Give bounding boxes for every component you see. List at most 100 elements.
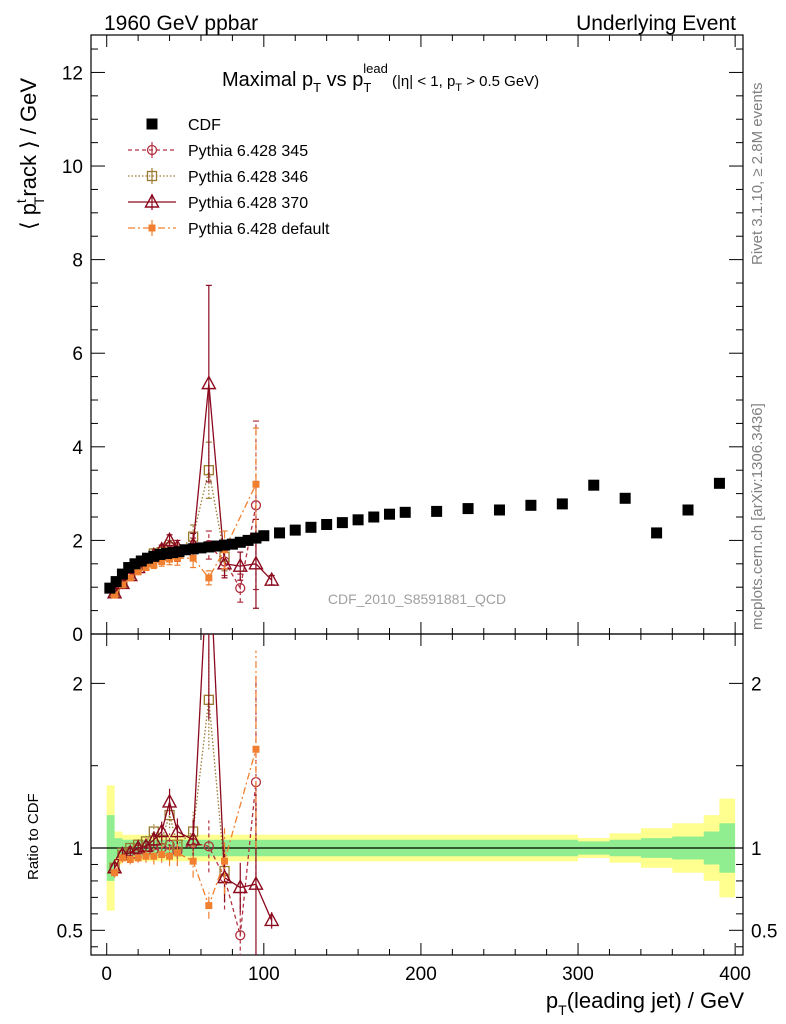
data-point bbox=[462, 503, 474, 515]
data-point bbox=[166, 555, 174, 563]
y-tick-label: 0 bbox=[72, 625, 83, 646]
ratio-panel: 0 100 200 300 400 0.5 0.5 1 1 2 2 bbox=[57, 633, 777, 985]
data-point bbox=[195, 542, 207, 554]
data-point bbox=[179, 544, 191, 556]
title-sup-lead: lead bbox=[363, 61, 388, 76]
y-axis-label-ratio: Ratio to CDF bbox=[25, 793, 42, 880]
data-point bbox=[232, 557, 248, 572]
data-point bbox=[682, 504, 694, 516]
data-point bbox=[158, 851, 166, 859]
data-point bbox=[154, 823, 170, 838]
ratio-series-line bbox=[113, 749, 257, 908]
y-tick-label: 2 bbox=[72, 531, 83, 552]
data-point bbox=[111, 591, 119, 599]
data-point bbox=[289, 524, 301, 536]
data-point bbox=[252, 745, 260, 753]
data-point bbox=[142, 852, 150, 860]
x-tick-label: 400 bbox=[719, 964, 751, 985]
title-main: Maximal p bbox=[222, 69, 313, 91]
data-point bbox=[104, 582, 116, 594]
data-point bbox=[126, 856, 134, 864]
main-panel: 0 2 4 6 8 10 12 bbox=[62, 34, 744, 646]
data-point bbox=[142, 564, 150, 572]
data-point bbox=[116, 568, 128, 580]
ratio-y-tick-label-right: 0.5 bbox=[751, 921, 777, 942]
data-point bbox=[713, 477, 725, 489]
data-point bbox=[588, 479, 600, 491]
data-point bbox=[232, 879, 248, 894]
ylabel-post: rack ⟩ / GeV bbox=[16, 78, 41, 197]
legend-label: CDF bbox=[188, 117, 221, 134]
xlabel-pre: p bbox=[546, 988, 558, 1013]
data-point bbox=[146, 170, 158, 182]
ratio-y-tick-label-right: 2 bbox=[751, 674, 762, 695]
data-point bbox=[226, 538, 238, 550]
data-point bbox=[201, 375, 217, 390]
ratio-y-tick-label: 1 bbox=[72, 839, 83, 860]
data-point bbox=[219, 539, 231, 551]
data-point bbox=[150, 561, 158, 569]
data-point bbox=[173, 849, 181, 857]
data-point bbox=[158, 557, 166, 565]
y-axis-label-main: ⟨ pt Track ⟩ / GeV bbox=[13, 78, 47, 230]
data-point bbox=[146, 831, 162, 846]
data-point bbox=[242, 534, 254, 546]
ratio-points bbox=[106, 634, 280, 955]
data-point bbox=[234, 536, 246, 548]
data-point bbox=[336, 517, 348, 529]
data-point bbox=[321, 518, 333, 530]
data-point bbox=[160, 548, 172, 560]
data-point bbox=[211, 540, 223, 552]
data-point bbox=[235, 582, 246, 594]
data-point bbox=[651, 527, 663, 539]
data-point bbox=[189, 857, 197, 865]
title-cuts-sub: T bbox=[455, 82, 462, 94]
title-cuts-a: (|η| < 1, p bbox=[388, 73, 455, 90]
data-point bbox=[126, 574, 134, 582]
rivet-label: Rivet 3.1.10, ≥ 2.8M events bbox=[749, 83, 766, 266]
data-point bbox=[173, 554, 181, 562]
data-point bbox=[111, 869, 119, 877]
data-point bbox=[118, 581, 126, 589]
data-point bbox=[134, 854, 142, 862]
data-point bbox=[248, 555, 264, 570]
data-point bbox=[252, 480, 260, 488]
data-point bbox=[399, 506, 411, 518]
data-point bbox=[144, 193, 160, 208]
y-tick-label: 8 bbox=[72, 251, 83, 272]
data-point bbox=[135, 555, 147, 567]
mcplots-label: mcplots.cern.ch [arXiv:1306.3436] bbox=[749, 403, 766, 630]
legend-label: Pythia 6.428 370 bbox=[188, 195, 308, 212]
ratio-y-tick-label-right: 1 bbox=[751, 839, 762, 860]
data-point bbox=[556, 498, 568, 510]
analysis-watermark: CDF_2010_S8591881_QCD bbox=[328, 591, 506, 607]
x-tick-label: 100 bbox=[248, 964, 280, 985]
data-point bbox=[431, 505, 443, 517]
data-point bbox=[368, 511, 380, 523]
data-point bbox=[205, 574, 213, 582]
data-point bbox=[258, 530, 270, 542]
x-tick-label: 0 bbox=[101, 964, 112, 985]
x-tick-label: 300 bbox=[562, 964, 594, 985]
data-point bbox=[146, 118, 158, 130]
data-point bbox=[110, 576, 122, 588]
y-tick-label: 6 bbox=[72, 344, 83, 365]
data-point bbox=[142, 552, 154, 564]
data-point bbox=[305, 521, 317, 533]
x-tick-label: 200 bbox=[405, 964, 437, 985]
data-point bbox=[187, 543, 199, 555]
legend-label: Pythia 6.428 default bbox=[188, 221, 330, 238]
data-point bbox=[148, 550, 160, 562]
data-point bbox=[203, 541, 215, 553]
ylabel-sub: T bbox=[31, 196, 47, 205]
data-point bbox=[161, 793, 178, 808]
data-point bbox=[352, 514, 364, 526]
data-point bbox=[146, 144, 158, 156]
ylabel-sup: t bbox=[13, 199, 29, 203]
ratio-y-tick-label: 0.5 bbox=[57, 921, 83, 942]
data-point bbox=[263, 911, 280, 927]
data-point bbox=[384, 508, 396, 520]
title-sub-t: T bbox=[313, 80, 321, 95]
data-point bbox=[525, 499, 537, 511]
ylabel-pre: ⟨ p bbox=[16, 203, 41, 230]
